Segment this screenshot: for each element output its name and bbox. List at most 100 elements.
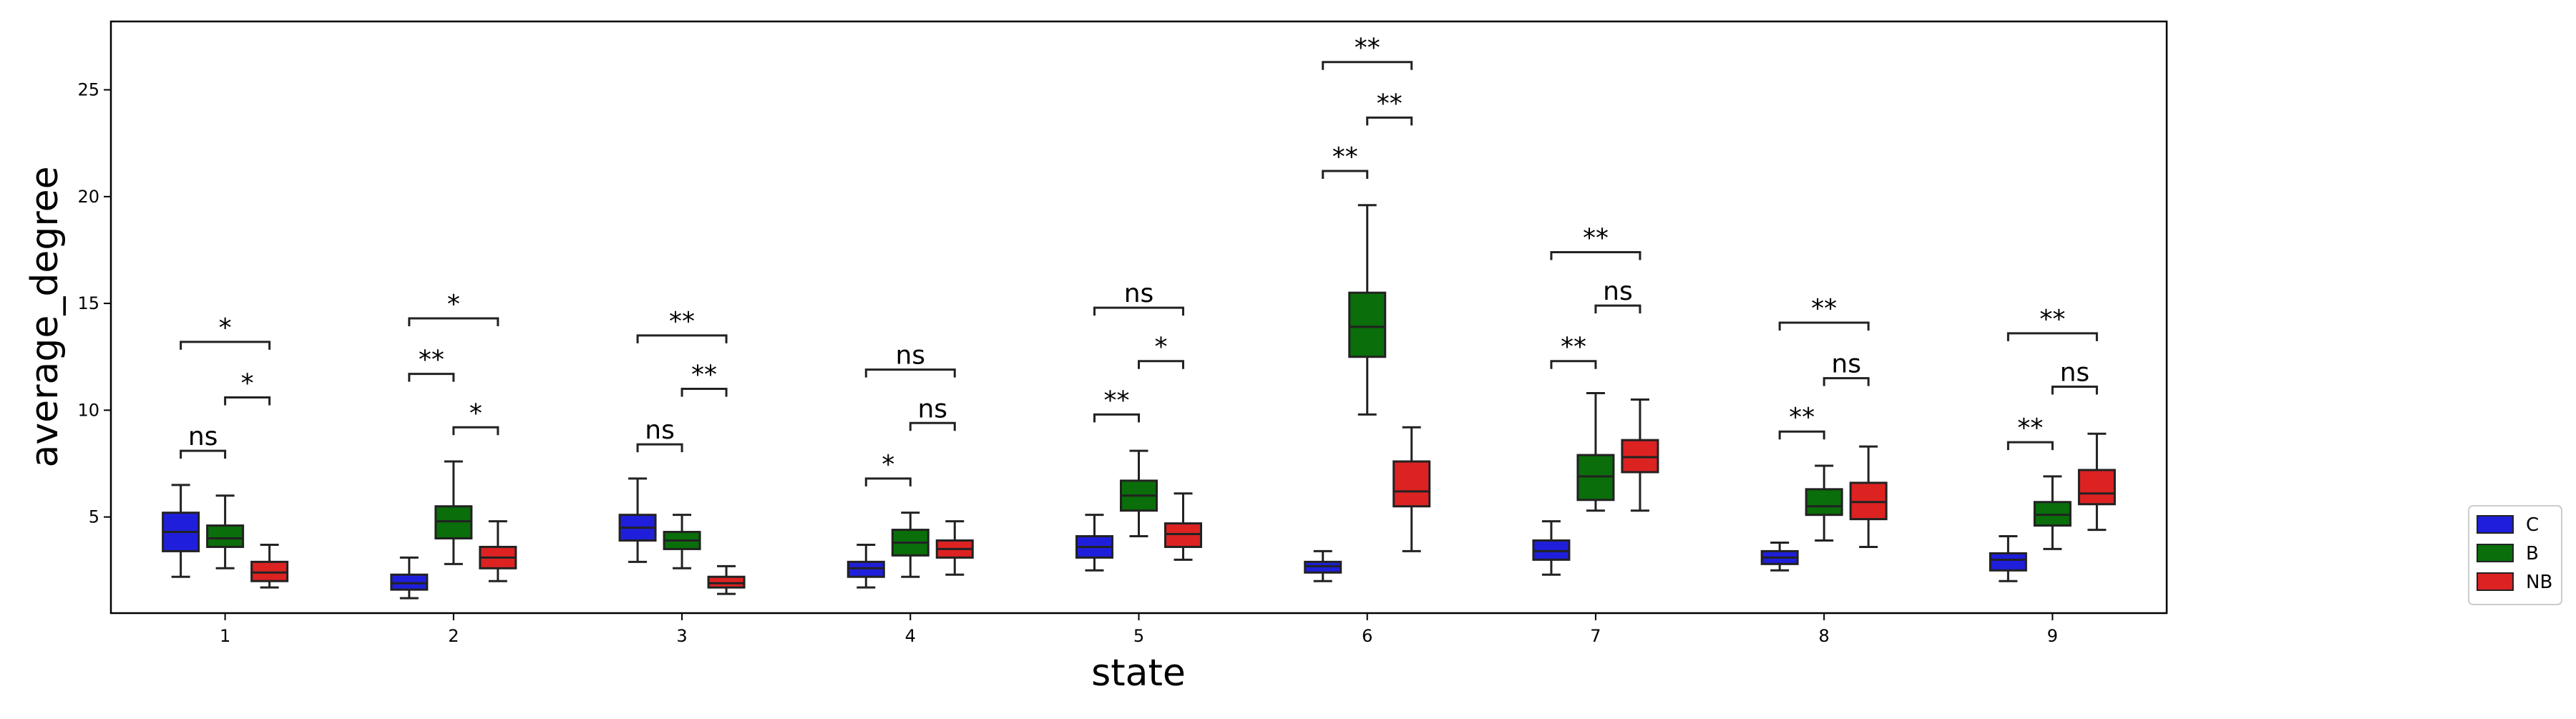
box-3-C	[618, 477, 657, 563]
box-iqr	[1989, 552, 2027, 572]
y-tick-label: 25	[77, 80, 99, 100]
legend-label: B	[2526, 543, 2539, 564]
box-4-B	[891, 512, 930, 578]
significance-label: *	[469, 398, 482, 428]
y-tick-label: 10	[77, 400, 99, 420]
x-tick-label: 3	[676, 626, 687, 646]
significance-label: ns	[895, 341, 925, 371]
box-1-B	[206, 494, 245, 569]
box-5-NB	[1164, 492, 1202, 561]
x-axis-label: state	[1091, 652, 1186, 695]
significance-bracket	[636, 334, 728, 343]
x-tick-label: 5	[1133, 626, 1144, 646]
box-7-NB	[1621, 398, 1659, 512]
significance-label: ns	[1603, 277, 1633, 306]
x-tick-label: 4	[905, 626, 916, 646]
significance-label: **	[1561, 333, 1586, 362]
significance-label: ns	[917, 394, 947, 424]
box-2-C	[390, 556, 429, 600]
x-tick-label: 7	[1590, 626, 1601, 646]
y-tick-label: 5	[89, 507, 99, 527]
significance-bracket	[864, 477, 912, 486]
significance-bracket	[408, 373, 455, 382]
box-3-NB	[707, 564, 746, 595]
box-1-NB	[250, 543, 289, 589]
legend-swatch-B	[2477, 544, 2514, 562]
x-axis-ticks: 1 2 3 4 5 6 7 8 9	[220, 613, 2058, 646]
significance-label: **	[1583, 223, 1609, 253]
significance-bracket	[2006, 332, 2098, 341]
box-iqr	[1392, 460, 1431, 508]
significance-label: *	[219, 313, 232, 343]
significance-label: *	[447, 290, 460, 319]
box-9-NB	[2077, 432, 2116, 532]
significance-bracket	[1594, 304, 1641, 314]
significance-label: **	[669, 307, 695, 336]
significance-label: **	[419, 346, 444, 375]
x-tick-label: 8	[1819, 626, 1830, 646]
significance-bracket	[452, 426, 499, 436]
box-9-B	[2033, 475, 2072, 550]
significance-bracket	[180, 449, 227, 459]
significance-bracket	[1550, 250, 1641, 260]
significance-label: *	[241, 368, 254, 398]
y-axis-ticks: 5 10 15 20 25	[77, 80, 111, 527]
box-4-C	[847, 543, 885, 589]
box-8-NB	[1849, 445, 1888, 548]
significance-bracket	[180, 341, 271, 350]
legend-swatch-C	[2477, 515, 2514, 534]
box-8-B	[1805, 464, 1843, 542]
box-2-B	[434, 460, 473, 565]
legend: CB NB	[2468, 505, 2562, 605]
significance-label: ns	[1831, 350, 1861, 379]
box-iqr	[206, 524, 245, 548]
significance-bracket	[1322, 61, 1413, 70]
boxes-layer	[162, 204, 2116, 600]
box-7-C	[1532, 520, 1571, 576]
x-tick-label: 6	[1362, 626, 1372, 646]
significance-label: *	[1155, 333, 1168, 362]
significance-label: **	[2017, 414, 2043, 443]
significance-bracket	[2006, 441, 2054, 451]
significance-bracket	[864, 368, 956, 378]
significance-label: **	[1104, 386, 1130, 415]
box-6-B	[1348, 204, 1387, 416]
box-iqr	[2077, 469, 2116, 506]
legend-swatch-NB	[2477, 572, 2514, 591]
significance-bracket	[1778, 430, 1825, 440]
y-axis-label: average_degree	[24, 166, 67, 467]
box-5-B	[1120, 449, 1158, 538]
x-tick-label: 1	[220, 626, 230, 646]
significance-bracket	[1093, 306, 1184, 316]
box-9-C	[1989, 535, 2027, 582]
significance-label: ns	[188, 422, 218, 451]
significance-bracket	[1823, 377, 1870, 386]
significance-label: **	[1377, 89, 1402, 118]
box-4-NB	[935, 520, 974, 576]
significance-bracket	[2051, 386, 2098, 395]
box-6-NB	[1392, 426, 1431, 552]
significance-label: *	[882, 450, 894, 479]
significance-label: **	[2039, 305, 2065, 334]
box-1-C	[162, 484, 200, 578]
box-2-NB	[479, 520, 517, 582]
box-6-C	[1304, 549, 1342, 582]
significance-bracket	[1366, 116, 1413, 126]
y-tick-label: 20	[77, 187, 99, 207]
annotations-layer: ns******ns*****nsns***ns********ns****ns…	[180, 34, 2098, 486]
significance-label: **	[1332, 142, 1358, 172]
significance-label: **	[1789, 403, 1815, 432]
legend-label: NB	[2526, 572, 2552, 593]
box-8-C	[1760, 541, 1799, 572]
significance-bracket	[1138, 360, 1184, 369]
significance-label: **	[1355, 34, 1380, 63]
significance-bracket	[1093, 413, 1140, 423]
significance-bracket	[224, 396, 271, 406]
significance-label: ns	[645, 416, 675, 445]
legend-label: C	[2526, 514, 2539, 536]
y-tick-label: 15	[77, 293, 99, 313]
box-3-B	[663, 514, 701, 569]
box-7-B	[1576, 391, 1615, 512]
